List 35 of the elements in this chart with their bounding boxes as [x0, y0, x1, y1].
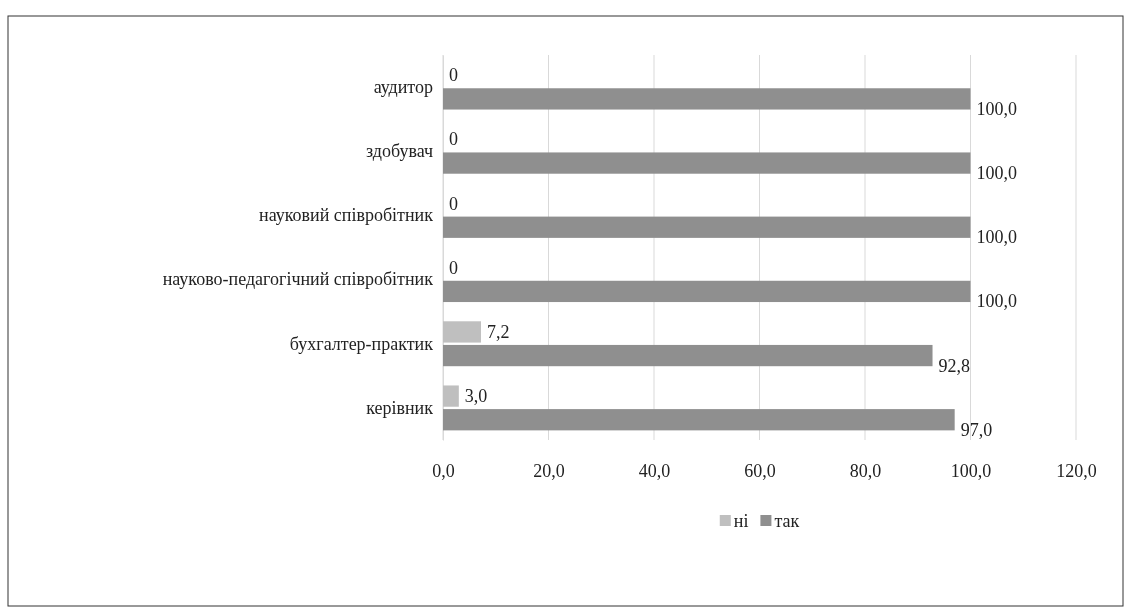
data-label: 3,0: [464, 386, 488, 407]
data-label: 0: [449, 65, 458, 86]
bar: [443, 344, 933, 367]
data-label: 0: [449, 193, 458, 214]
bar: [443, 280, 971, 303]
y-tick-label: здобувач: [366, 141, 433, 162]
data-label: 0: [449, 257, 458, 278]
bar: [443, 385, 459, 407]
data-label: 100,0: [976, 163, 1017, 184]
x-tick-label: 100,0: [950, 460, 992, 481]
data-label: 100,0: [976, 227, 1017, 248]
data-label: 97,0: [960, 419, 993, 440]
bar: [443, 321, 481, 343]
y-tick-label: аудитор: [373, 76, 433, 97]
y-tick-label: бухгалтер-практик: [289, 333, 434, 354]
x-tick-label: 80,0: [849, 460, 882, 481]
y-tick-label: керівник: [366, 397, 434, 418]
x-tick-label: 120,0: [1056, 460, 1097, 481]
x-tick-label: 0,0: [432, 460, 455, 481]
data-label: 100,0: [976, 98, 1017, 119]
legend-label: так: [774, 511, 800, 531]
legend-label: ні: [733, 511, 749, 531]
bar: [443, 152, 971, 174]
y-tick-label: науково-педагогічний співробітник: [162, 269, 434, 290]
data-label: 100,0: [976, 291, 1017, 312]
bar: [443, 88, 971, 110]
x-tick-label: 40,0: [638, 460, 671, 481]
data-label: 0: [449, 129, 458, 150]
bar: [443, 409, 955, 431]
bar: [443, 216, 971, 238]
data-label: 7,2: [486, 321, 510, 342]
data-label: 92,8: [938, 355, 971, 376]
x-tick-label: 60,0: [744, 460, 776, 481]
y-tick-label: науковий співробітник: [259, 205, 434, 226]
x-tick-label: 20,0: [533, 460, 565, 481]
